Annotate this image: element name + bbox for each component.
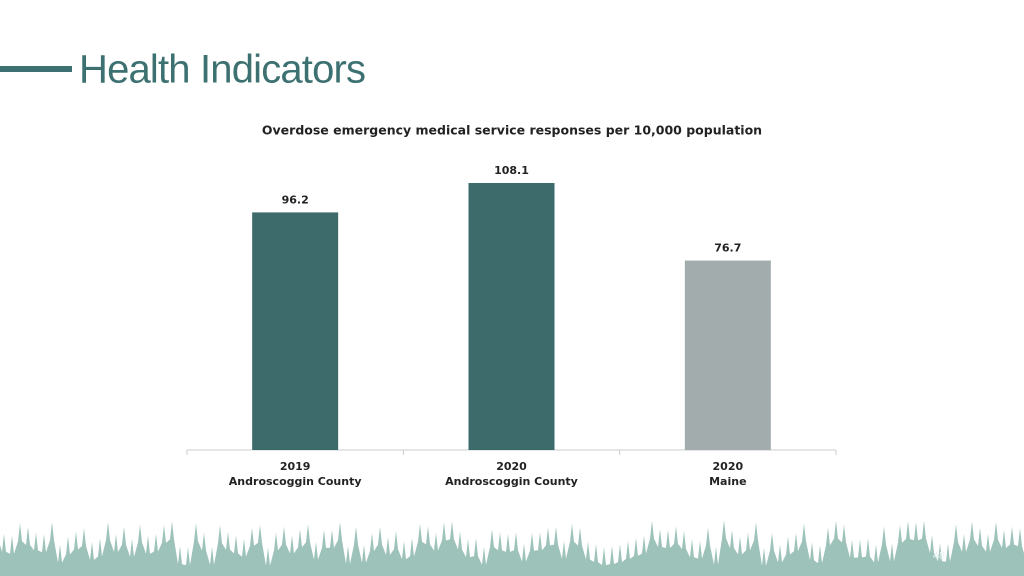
x-tick-label: 2020 [713, 460, 744, 473]
bar [684, 260, 771, 450]
data-label: 76.7 [714, 242, 741, 255]
data-label: 108.1 [494, 164, 529, 177]
x-tick-label: 2019 [280, 460, 311, 473]
title-accent [0, 66, 72, 72]
bar [468, 182, 555, 451]
bar [252, 212, 339, 450]
x-tick-label: Androscoggin County [229, 475, 362, 488]
data-label: 96.2 [282, 193, 309, 206]
trees [0, 520, 1024, 576]
x-tick-label: Maine [709, 475, 746, 488]
x-tick-label: Androscoggin County [445, 475, 578, 488]
chart-title: Overdose emergency medical service respo… [262, 123, 762, 138]
x-tick-label: 2020 [496, 460, 527, 473]
tree-silhouette [0, 520, 1024, 576]
slide-title: Health Indicators [79, 48, 366, 92]
page-number: 48 [933, 550, 945, 562]
